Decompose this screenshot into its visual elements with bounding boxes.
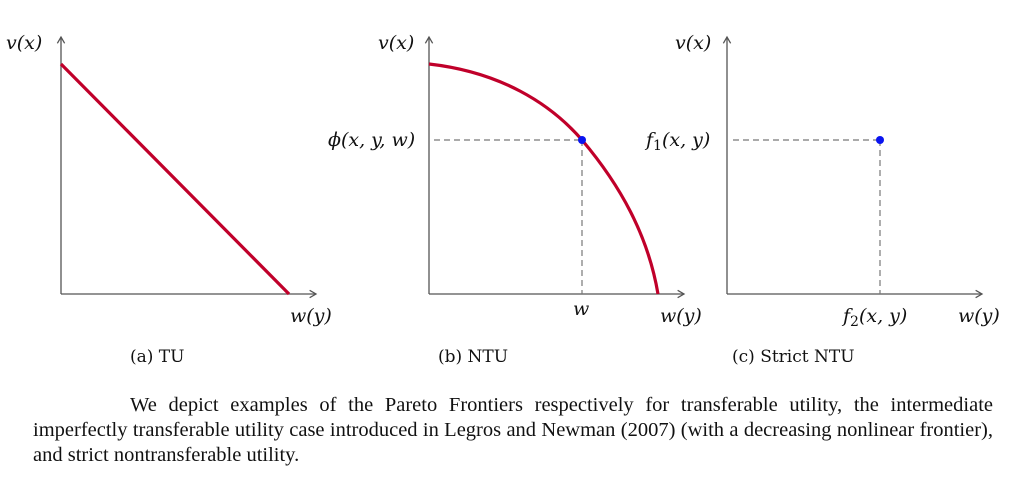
x-axis-label: w(y) bbox=[660, 305, 702, 327]
x-tick-label: f2(x, y) bbox=[841, 305, 907, 330]
x-axis-label: w(y) bbox=[958, 305, 1000, 327]
y-axis-label: v(x) bbox=[378, 32, 414, 54]
panel-caption: (a) TU bbox=[130, 347, 184, 367]
panel-a-tu: v(x) w(y) (a) TU bbox=[6, 32, 332, 367]
frontier-point bbox=[876, 136, 884, 144]
y-tick-label: ϕ(x, y, w) bbox=[328, 129, 415, 151]
panel-b-ntu: v(x) ϕ(x, y, w) w w(y) (b) NTU bbox=[328, 32, 702, 367]
pareto-frontier-figure: v(x) w(y) (a) TU v(x) ϕ(x, y, w) w w(y) … bbox=[6, 32, 1000, 367]
y-tick-label: f1(x, y) bbox=[644, 129, 710, 154]
concave-frontier bbox=[428, 62, 660, 295]
caption-body: We depict examples of the Pareto Frontie… bbox=[33, 394, 993, 466]
y-axis-label: v(x) bbox=[675, 32, 711, 54]
x-axis-label: w(y) bbox=[290, 305, 332, 327]
panel-c-strict-ntu: v(x) f1(x, y) f2(x, y) w(y) (c) Strict N… bbox=[644, 32, 1000, 367]
panel-caption: (c) Strict NTU bbox=[732, 347, 855, 367]
x-tick-label: w bbox=[573, 298, 589, 320]
y-axis-label: v(x) bbox=[6, 32, 42, 54]
figure-caption: We depict examples of the Pareto Frontie… bbox=[33, 393, 993, 468]
panel-caption: (b) NTU bbox=[438, 347, 508, 367]
frontier-point bbox=[578, 136, 586, 144]
linear-frontier bbox=[59, 62, 291, 296]
